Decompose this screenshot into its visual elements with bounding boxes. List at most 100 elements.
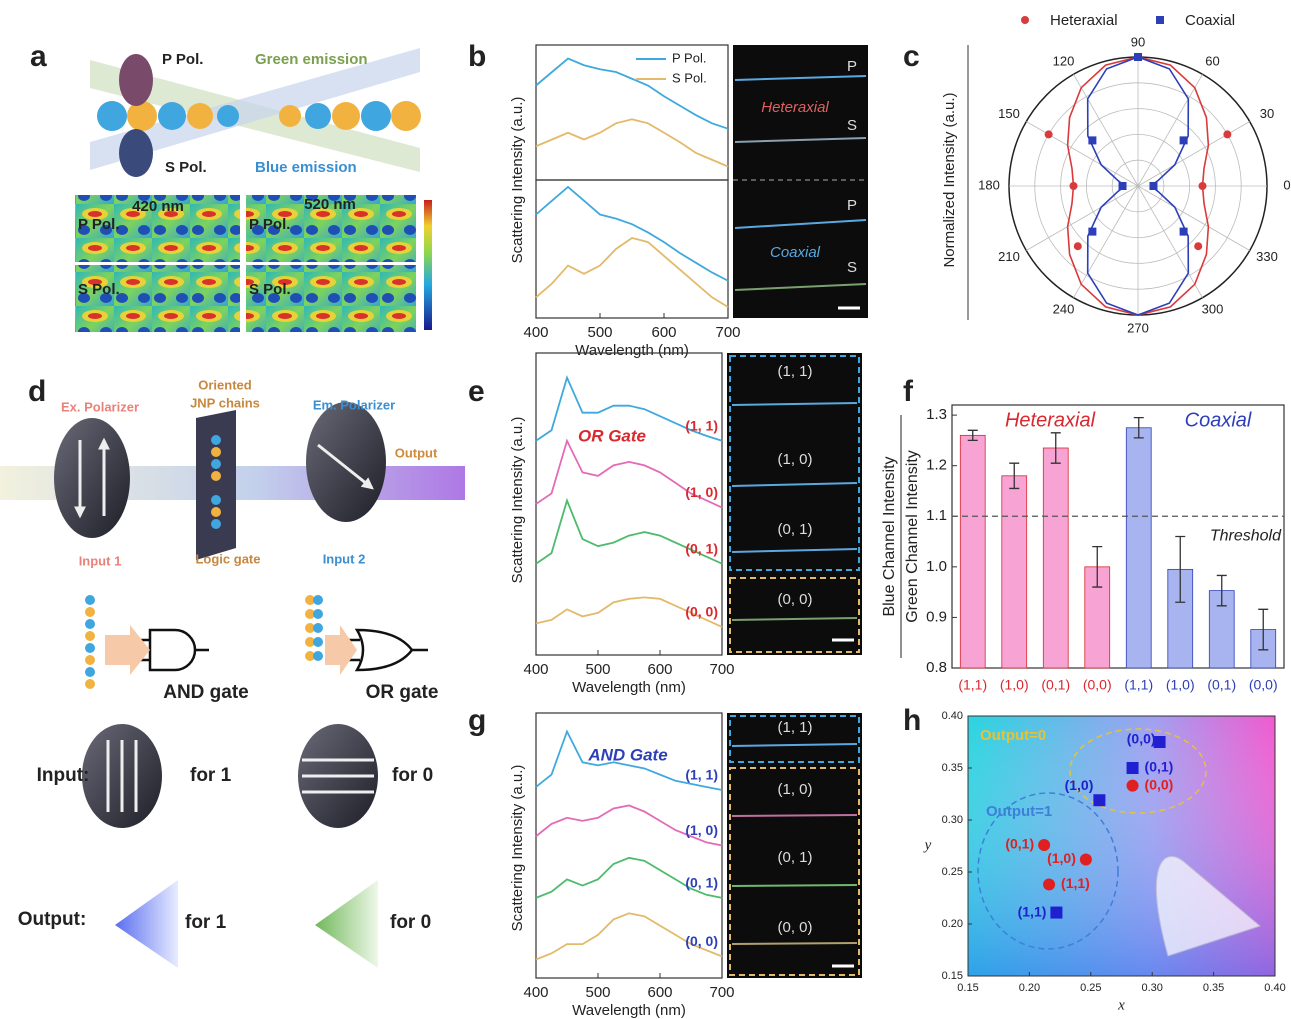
x-tick-label: 400 xyxy=(523,984,548,1001)
point-label: (1,0) xyxy=(1065,777,1094,793)
x-tick-label: (0,1) xyxy=(1041,677,1070,693)
y-tick-label: 0.9 xyxy=(926,608,947,625)
data-point xyxy=(1127,762,1139,774)
spectrum-line xyxy=(536,187,728,281)
data-point xyxy=(1127,780,1139,792)
x-tick-label: 400 xyxy=(523,661,548,678)
panel-e-images: (1, 1) (1, 0) (0, 1) (0, 0) xyxy=(727,353,862,655)
data-point xyxy=(1050,907,1062,919)
series-label: (0, 0) xyxy=(685,933,718,949)
and-gate-symbol xyxy=(150,630,195,670)
panel-label: g xyxy=(468,704,486,737)
y-tick-label: 0.20 xyxy=(942,918,963,930)
series-label: (0, 1) xyxy=(685,540,718,556)
image-label: Heteraxial xyxy=(761,99,829,116)
annotation: JNP chains xyxy=(190,395,260,410)
row-label: Output: xyxy=(18,909,87,930)
series-label: (0, 1) xyxy=(685,875,718,891)
annotation: Heteraxial xyxy=(1005,409,1096,431)
angle-tick-label: 330 xyxy=(1256,249,1278,264)
data-point xyxy=(1093,794,1105,806)
color-bar xyxy=(424,200,432,330)
series-label: (1, 0) xyxy=(685,484,718,500)
nanochain xyxy=(732,885,857,886)
legend-label: S Pol. xyxy=(672,70,707,85)
panel-b-images: Heteraxial Coaxial P S P S xyxy=(733,45,868,318)
figure: a b c d e f g h P Pol. Green emission S … xyxy=(0,0,1291,1019)
bar xyxy=(1126,428,1151,668)
grid-spoke xyxy=(1138,122,1250,187)
angle-tick-label: 30 xyxy=(1260,106,1274,121)
annotation: Oriented xyxy=(198,377,252,392)
angle-tick-label: 0 xyxy=(1283,177,1290,192)
panel-label: f xyxy=(903,375,914,408)
x-tick-label: (0,0) xyxy=(1083,677,1112,693)
x-tick-label: (1,0) xyxy=(1166,677,1195,693)
field-map xyxy=(75,265,240,332)
data-point xyxy=(1088,136,1096,144)
image-strip xyxy=(733,45,868,318)
bar xyxy=(960,435,985,668)
data-point xyxy=(1119,182,1127,190)
annotation: Output=0 xyxy=(980,727,1046,744)
data-point xyxy=(1180,136,1188,144)
image-label: (1, 0) xyxy=(777,781,812,798)
panel-label: h xyxy=(903,704,921,737)
x-tick-label: 0.15 xyxy=(957,982,978,994)
x-tick-label: (0,0) xyxy=(1249,677,1278,693)
plot-frame xyxy=(536,180,728,318)
annotation: P Pol. xyxy=(162,51,203,68)
y-tick-label: 0.15 xyxy=(942,970,963,982)
angle-tick-label: 240 xyxy=(1053,301,1075,316)
point-label: (0,0) xyxy=(1145,776,1174,792)
y-axis-label: Scattering Intensity (a.u.) xyxy=(509,417,526,584)
angle-tick-label: 180 xyxy=(978,177,1000,192)
threshold-label: Threshold xyxy=(1210,527,1282,544)
series-label: (1, 0) xyxy=(685,822,718,838)
x-tick-label: (1,0) xyxy=(1000,677,1029,693)
polarizer xyxy=(119,129,153,177)
x-tick-label: (0,1) xyxy=(1207,677,1236,693)
x-tick-label: (1,1) xyxy=(958,677,987,693)
annotation: Green emission xyxy=(255,51,368,68)
sample-plate xyxy=(196,410,236,560)
series-label: (1, 1) xyxy=(685,417,718,433)
legend-marker xyxy=(1021,16,1029,24)
angle-tick-label: 60 xyxy=(1205,54,1219,69)
annotation: S Pol. xyxy=(165,159,207,176)
legend-marker xyxy=(1156,16,1164,24)
annotation: for 0 xyxy=(390,912,431,933)
grid-spoke xyxy=(1026,186,1138,251)
x-tick-label: 0.20 xyxy=(1019,982,1040,994)
x-axis-label: Wavelength (nm) xyxy=(572,679,686,696)
y-tick-label: 0.25 xyxy=(942,866,963,878)
or-gate-symbol xyxy=(357,630,412,670)
arrow xyxy=(325,625,357,675)
image-label: (0, 1) xyxy=(777,521,812,538)
map-label: S Pol. xyxy=(78,281,120,298)
angle-tick-label: 120 xyxy=(1053,54,1075,69)
image-label: (1, 0) xyxy=(777,451,812,468)
panel-label: a xyxy=(30,40,47,73)
field-map xyxy=(246,265,416,332)
x-axis-label: Wavelength (nm) xyxy=(575,342,689,359)
polarizer xyxy=(306,402,386,522)
annotation: for 1 xyxy=(190,765,232,786)
bar xyxy=(1043,448,1068,668)
panel-label: c xyxy=(903,40,920,73)
image-label: (1, 1) xyxy=(777,363,812,380)
annotation: for 1 xyxy=(185,912,227,933)
x-tick-label: 0.35 xyxy=(1203,982,1224,994)
y-axis-label: y xyxy=(923,837,932,853)
output-triangle xyxy=(115,880,178,968)
annotation: AND Gate xyxy=(587,745,667,764)
x-tick-label: 500 xyxy=(587,324,612,341)
output-triangle xyxy=(315,880,378,968)
spectrum-line xyxy=(536,119,728,166)
y-tick-label: 1.2 xyxy=(926,457,947,474)
map-title: 420 nm xyxy=(132,198,184,215)
spectrum-line xyxy=(536,59,728,129)
x-tick-label: 500 xyxy=(585,661,610,678)
image-label: P xyxy=(847,197,857,214)
image-label: (0, 0) xyxy=(777,591,812,608)
